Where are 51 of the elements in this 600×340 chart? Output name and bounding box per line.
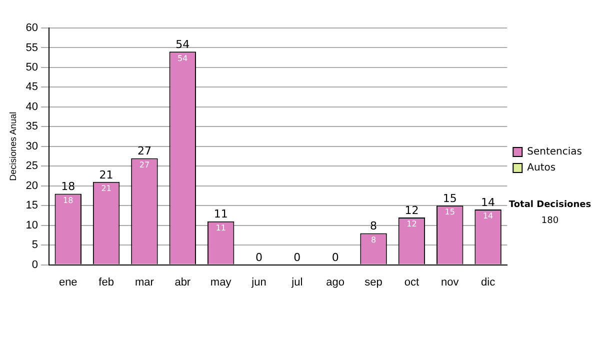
x-tick-label: ene — [58, 276, 78, 288]
data-label: 12 — [406, 220, 417, 229]
x-tick-label: may — [210, 276, 232, 288]
y-tick-label: 10 — [26, 219, 38, 232]
y-tick-label: 40 — [26, 100, 38, 113]
total-label: 18 — [61, 180, 76, 194]
y-axis-title: Decisiones Anual — [8, 112, 18, 181]
data-label: 14 — [482, 212, 494, 221]
y-tick-label: 30 — [26, 140, 38, 152]
legend-label: Autos — [527, 162, 556, 174]
total-label: 15 — [442, 192, 457, 205]
x-tick-label: ago — [326, 276, 345, 288]
x-tick-label: dic — [481, 276, 496, 288]
y-tick-label: 60 — [26, 22, 38, 34]
text: Total Decisiones — [508, 200, 592, 210]
y-tick-label: 55 — [26, 42, 38, 54]
total-label: 11 — [214, 208, 228, 221]
data-label: 18 — [63, 196, 74, 205]
x-tick-label: jul — [290, 276, 303, 288]
x-tick-label: feb — [98, 276, 114, 288]
total-label: 8 — [370, 220, 378, 233]
total-label: 27 — [137, 144, 152, 158]
x-tick-label: sep — [364, 276, 382, 288]
x-tick-label: mar — [134, 276, 154, 288]
legend-label: Sentencias — [527, 146, 582, 158]
data-label: 54 — [178, 54, 188, 63]
y-tick-label: 50 — [26, 62, 38, 74]
text: 180 — [540, 216, 560, 226]
x-tick-label: jun — [250, 276, 266, 288]
data-label: 21 — [101, 184, 112, 193]
x-tick-label: nov — [441, 276, 460, 288]
total-label: 21 — [99, 168, 114, 182]
total-label: 12 — [404, 204, 419, 217]
total-label: 54 — [176, 38, 190, 52]
y-tick-label: 35 — [26, 120, 38, 133]
total-label: 14 — [481, 196, 496, 209]
y-tick-label: 25 — [26, 160, 38, 172]
total-label: 0 — [256, 251, 262, 264]
y-tick-label: 45 — [26, 81, 38, 94]
data-label: 27 — [139, 160, 150, 170]
data-label: 8 — [370, 235, 376, 244]
y-tick-label: 20 — [26, 180, 38, 192]
data-label: 11 — [216, 223, 226, 232]
total-label: 0 — [332, 251, 339, 264]
total-label: 0 — [294, 251, 301, 264]
y-tick-label: 5 — [32, 239, 38, 252]
x-tick-label: abr — [174, 276, 191, 288]
x-tick-label: oct — [404, 276, 420, 288]
data-label: 15 — [444, 208, 455, 217]
y-tick-label: 15 — [26, 200, 38, 212]
y-tick-label: 0 — [32, 258, 38, 271]
